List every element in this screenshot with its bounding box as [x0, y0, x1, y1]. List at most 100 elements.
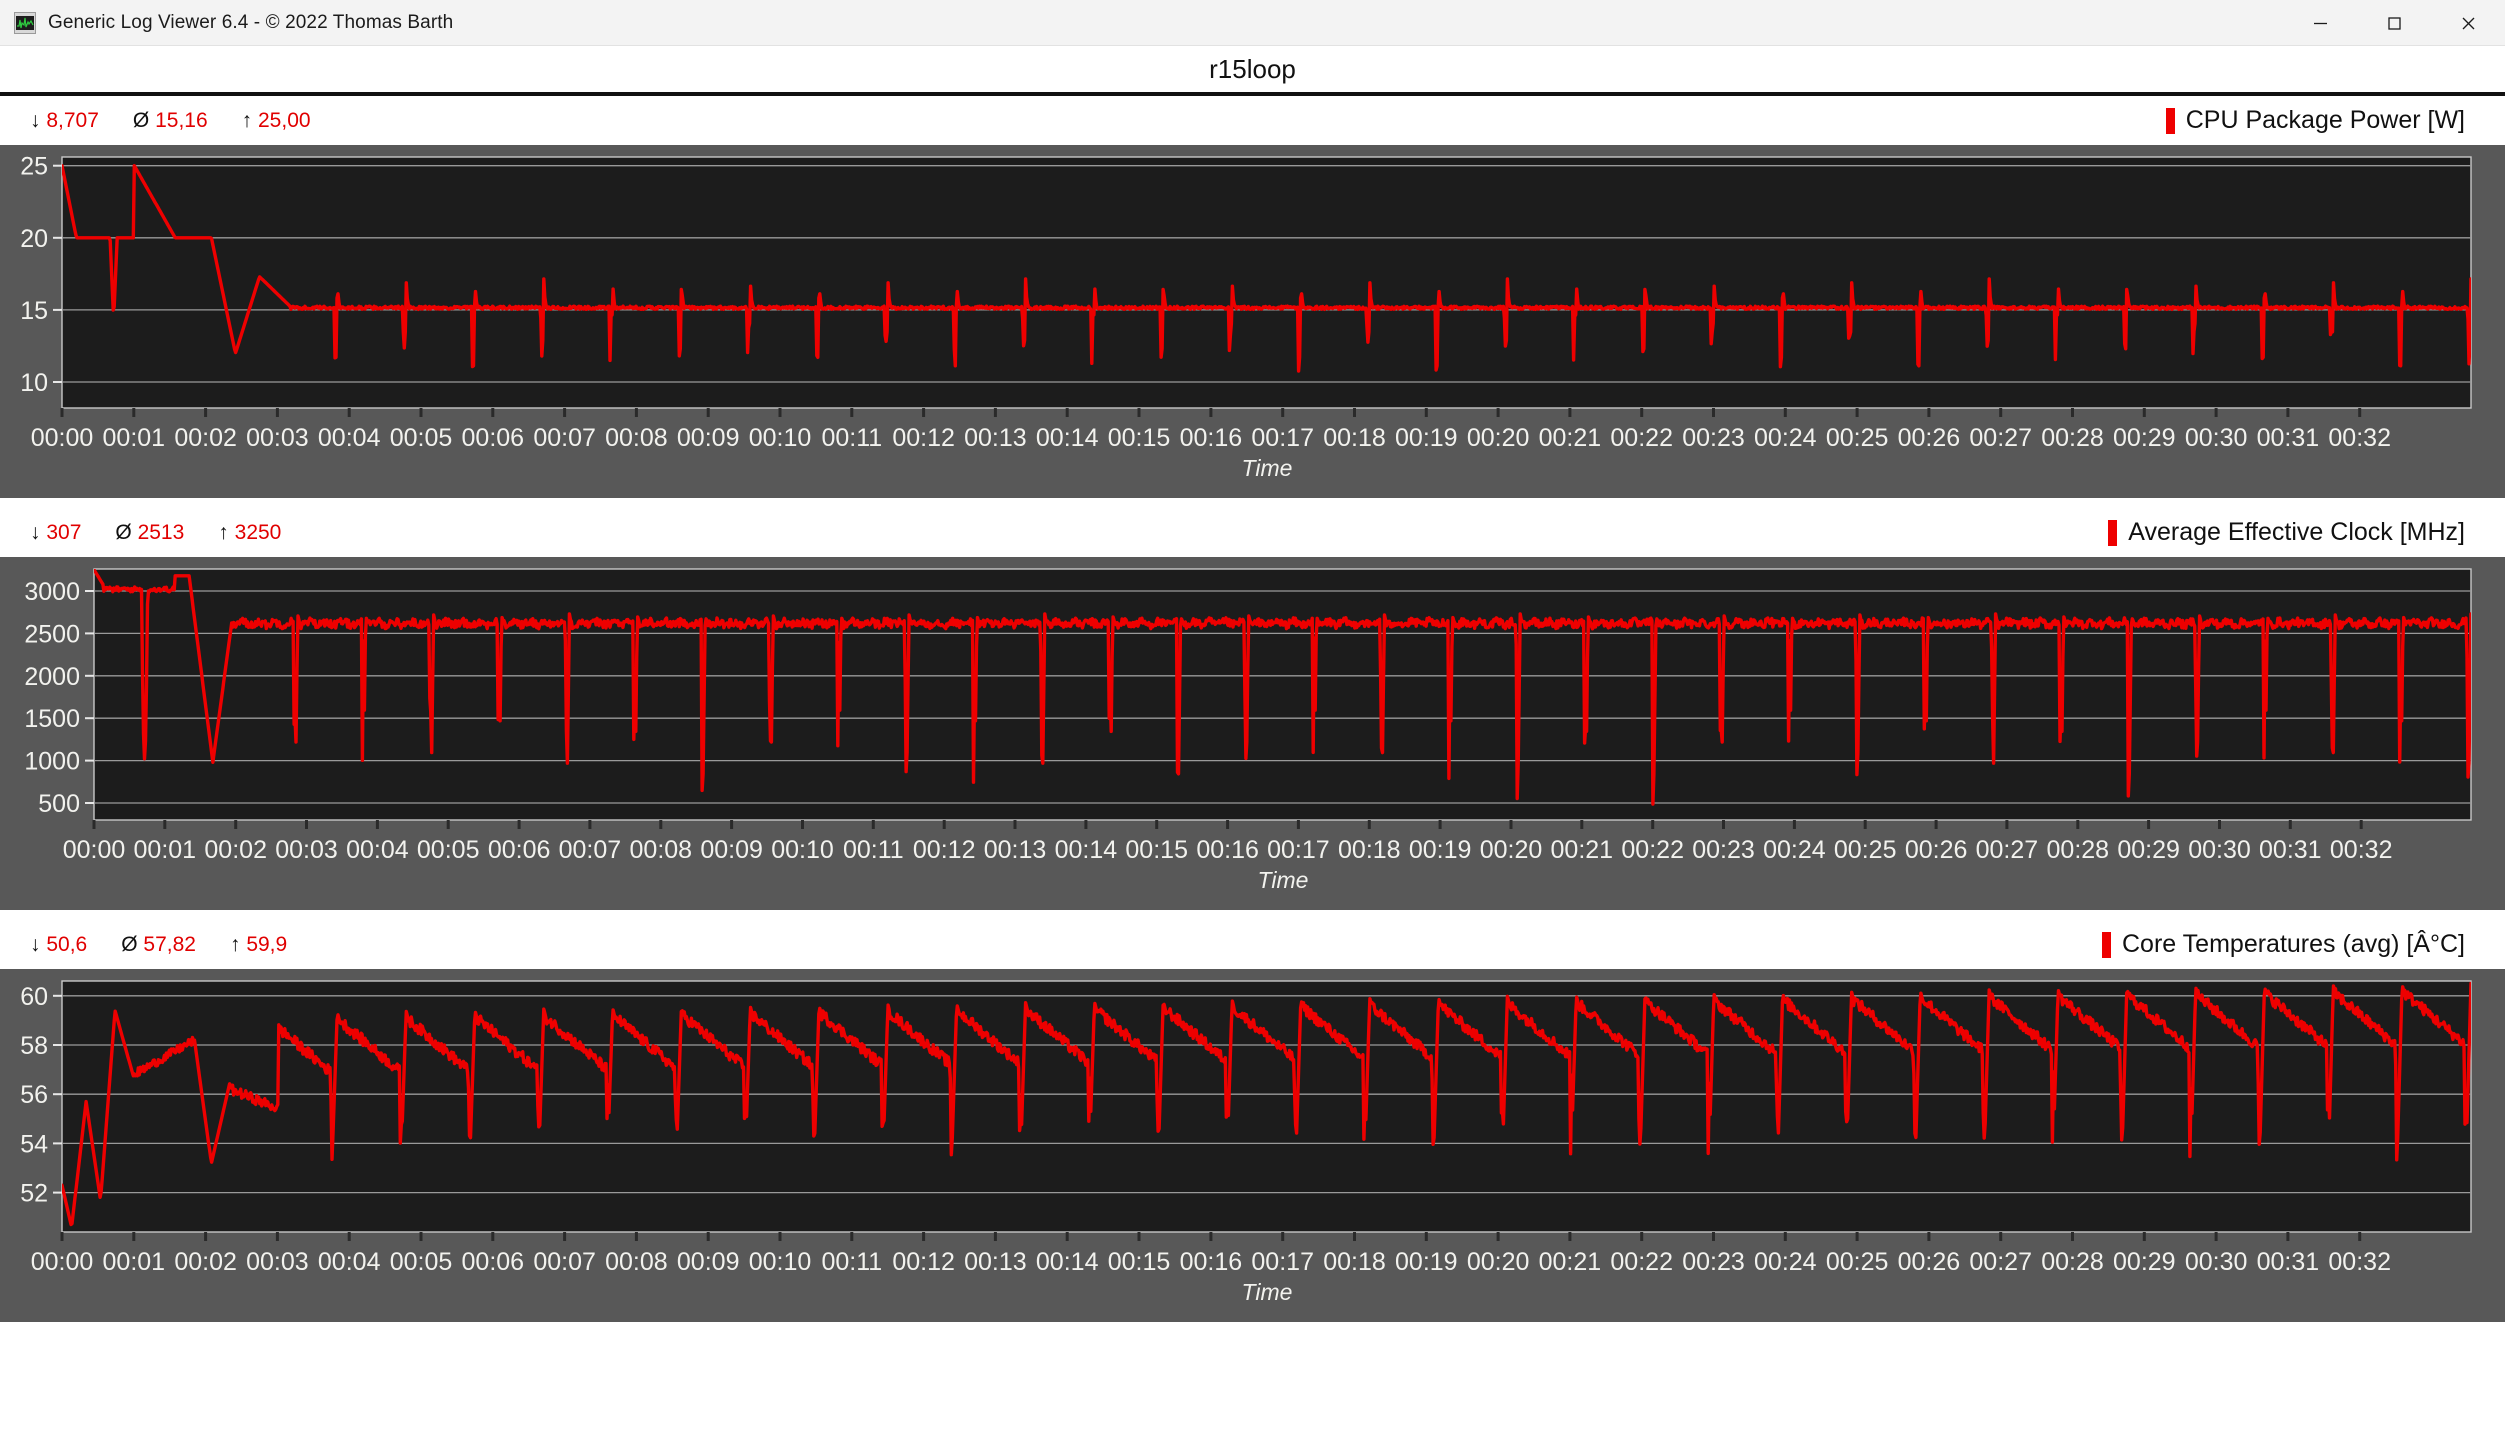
stat-min-value: 307 — [46, 520, 82, 544]
chart-legend[interactable]: CPU Package Power [W] — [2165, 106, 2491, 135]
svg-text:00:04: 00:04 — [318, 1248, 381, 1276]
average-icon: Ø — [115, 520, 132, 544]
svg-text:1500: 1500 — [24, 705, 80, 733]
chart-legend[interactable]: Core Temperatures (avg) [Â°C] — [2102, 930, 2491, 959]
svg-text:60: 60 — [20, 983, 48, 1011]
svg-text:00:16: 00:16 — [1180, 1248, 1243, 1276]
svg-text:00:02: 00:02 — [174, 424, 237, 452]
svg-text:00:31: 00:31 — [2257, 424, 2320, 452]
svg-text:00:18: 00:18 — [1338, 836, 1401, 864]
svg-text:00:02: 00:02 — [174, 1248, 237, 1276]
average-icon: Ø — [121, 932, 138, 956]
svg-text:00:13: 00:13 — [984, 836, 1047, 864]
window-title: Generic Log Viewer 6.4 - © 2022 Thomas B… — [48, 11, 454, 33]
svg-text:00:22: 00:22 — [1610, 1248, 1673, 1276]
svg-text:00:08: 00:08 — [605, 1248, 668, 1276]
svg-text:00:22: 00:22 — [1610, 424, 1673, 452]
stat-avg-value: 57,82 — [143, 932, 196, 956]
svg-text:00:26: 00:26 — [1898, 424, 1961, 452]
svg-text:00:00: 00:00 — [31, 424, 94, 452]
svg-text:00:27: 00:27 — [1976, 836, 2039, 864]
svg-text:00:06: 00:06 — [462, 424, 525, 452]
chart-stats: ↓ 8,707 Ø 15,16 ↑ 25,00 — [30, 109, 311, 133]
stat-min: ↓ 307 — [30, 521, 81, 545]
svg-text:00:08: 00:08 — [605, 424, 668, 452]
close-button[interactable] — [2431, 0, 2505, 46]
svg-text:56: 56 — [20, 1081, 48, 1109]
svg-text:00:19: 00:19 — [1395, 1248, 1458, 1276]
svg-text:00:30: 00:30 — [2188, 836, 2251, 864]
legend-label: Core Temperatures (avg) [Â°C] — [2122, 930, 2465, 958]
svg-text:00:16: 00:16 — [1196, 836, 1259, 864]
legend-label: Average Effective Clock [MHz] — [2128, 518, 2465, 546]
panel-separator — [0, 910, 2505, 920]
svg-text:2500: 2500 — [24, 620, 80, 648]
svg-text:00:28: 00:28 — [2041, 424, 2104, 452]
chart-stats: ↓ 50,6 Ø 57,82 ↑ 59,9 — [30, 933, 287, 957]
svg-text:00:10: 00:10 — [749, 424, 812, 452]
svg-text:Time: Time — [1258, 867, 1309, 893]
svg-text:00:29: 00:29 — [2113, 424, 2176, 452]
svg-text:00:00: 00:00 — [63, 836, 126, 864]
svg-text:00:11: 00:11 — [821, 1248, 882, 1276]
svg-text:00:01: 00:01 — [103, 424, 166, 452]
svg-text:58: 58 — [20, 1032, 48, 1060]
svg-text:00:24: 00:24 — [1763, 836, 1826, 864]
svg-text:00:23: 00:23 — [1682, 1248, 1745, 1276]
svg-text:00:10: 00:10 — [771, 836, 834, 864]
stat-max-value: 59,9 — [246, 932, 288, 956]
stat-avg: Ø 15,16 — [133, 109, 208, 133]
svg-text:15: 15 — [20, 297, 48, 325]
svg-text:00:15: 00:15 — [1108, 424, 1171, 452]
title-divider — [0, 92, 2505, 96]
svg-text:500: 500 — [38, 790, 80, 818]
svg-text:00:31: 00:31 — [2257, 1248, 2320, 1276]
svg-text:00:16: 00:16 — [1180, 424, 1243, 452]
svg-text:00:14: 00:14 — [1036, 1248, 1099, 1276]
svg-text:00:05: 00:05 — [390, 424, 453, 452]
svg-text:00:11: 00:11 — [843, 836, 904, 864]
maximize-button[interactable] — [2357, 0, 2431, 46]
svg-text:00:05: 00:05 — [390, 1248, 453, 1276]
svg-text:Time: Time — [1242, 1279, 1293, 1305]
chart-canvas[interactable]: 10 15 20 25 00:00 00:01 00:02 00:03 00:04 00:05 00… — [0, 145, 2505, 498]
chart-legend[interactable]: Average Effective Clock [MHz] — [2108, 518, 2491, 547]
stat-max: ↑ 59,9 — [230, 933, 287, 957]
svg-text:00:32: 00:32 — [2328, 1248, 2391, 1276]
svg-text:00:12: 00:12 — [892, 424, 955, 452]
legend-color-swatch — [2102, 931, 2111, 958]
minimize-button[interactable] — [2283, 0, 2357, 46]
svg-text:00:19: 00:19 — [1409, 836, 1472, 864]
svg-text:00:05: 00:05 — [417, 836, 480, 864]
stat-avg-value: 15,16 — [155, 108, 208, 132]
svg-text:00:13: 00:13 — [964, 424, 1027, 452]
svg-text:00:26: 00:26 — [1905, 836, 1968, 864]
chart-canvas[interactable]: 52 54 56 58 60 00:00 00:01 00:02 00:03 00:04 00:05… — [0, 969, 2505, 1322]
svg-text:00:04: 00:04 — [318, 424, 381, 452]
stat-avg-value: 2513 — [137, 520, 185, 544]
chart-canvas[interactable]: 500 1000 1500 2000 2500 3000 00:00 00:01 00:02 00… — [0, 557, 2505, 910]
svg-text:00:01: 00:01 — [103, 1248, 166, 1276]
svg-text:00:20: 00:20 — [1467, 1248, 1530, 1276]
svg-text:00:14: 00:14 — [1036, 424, 1099, 452]
stat-min-value: 8,707 — [46, 108, 99, 132]
svg-text:00:28: 00:28 — [2047, 836, 2110, 864]
svg-text:00:23: 00:23 — [1692, 836, 1755, 864]
min-arrow-icon: ↓ — [30, 108, 41, 132]
svg-text:00:32: 00:32 — [2328, 424, 2391, 452]
svg-text:52: 52 — [20, 1180, 48, 1208]
svg-text:00:28: 00:28 — [2041, 1248, 2104, 1276]
page-title-bar: r15loop — [0, 46, 2505, 92]
svg-text:00:20: 00:20 — [1480, 836, 1543, 864]
svg-text:00:12: 00:12 — [913, 836, 976, 864]
svg-text:00:32: 00:32 — [2330, 836, 2393, 864]
average-icon: Ø — [132, 108, 150, 132]
svg-text:00:27: 00:27 — [1969, 424, 2032, 452]
svg-text:00:24: 00:24 — [1754, 424, 1817, 452]
stat-min: ↓ 50,6 — [30, 933, 87, 957]
stat-max-value: 25,00 — [258, 108, 311, 132]
svg-text:00:29: 00:29 — [2113, 1248, 2176, 1276]
svg-text:00:08: 00:08 — [630, 836, 693, 864]
svg-text:00:14: 00:14 — [1055, 836, 1118, 864]
svg-text:00:04: 00:04 — [346, 836, 409, 864]
